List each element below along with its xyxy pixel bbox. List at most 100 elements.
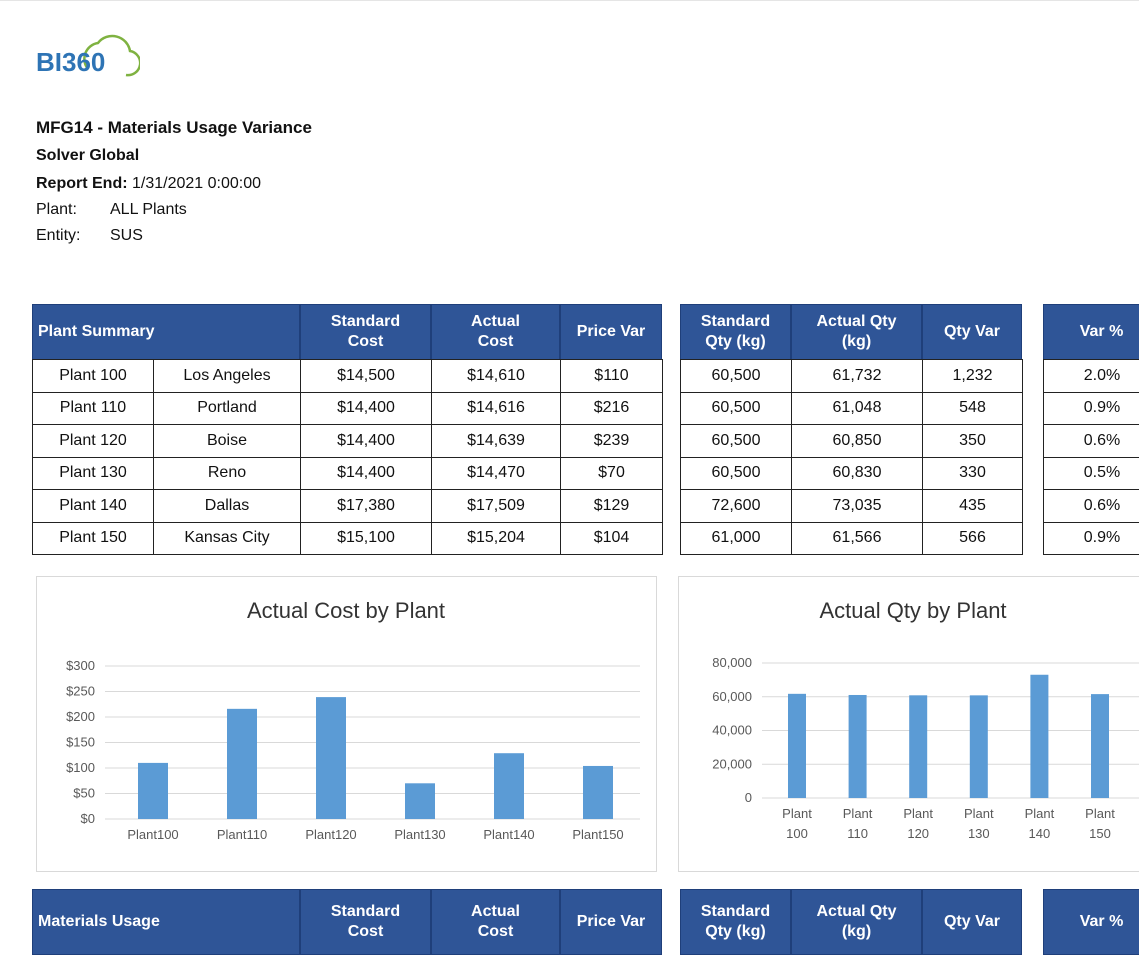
header-cell: Standard Qty (kg): [680, 889, 791, 955]
table-cell: 60,850: [791, 424, 923, 458]
cell-text: 73,035: [832, 496, 882, 514]
cell-text: Actual Qty (kg): [816, 903, 897, 940]
cell-text: Standard Cost: [330, 903, 401, 940]
table-cell: 61,566: [791, 521, 923, 555]
table-cell: Plant 100: [32, 359, 154, 393]
bar: [1091, 694, 1109, 798]
bar: [494, 753, 524, 819]
bar: [227, 708, 257, 819]
cell-text: 0.9%: [1083, 529, 1121, 547]
cell-text: 435: [959, 496, 986, 514]
table-cell: $14,400: [300, 424, 432, 458]
table-cell: $15,204: [431, 521, 561, 555]
cell-text: $14,500: [337, 366, 395, 384]
table-cell: 330: [922, 456, 1023, 490]
table-cell: $14,639: [431, 424, 561, 458]
cell-text: 566: [959, 529, 986, 547]
cell-text: Plant 140: [59, 496, 127, 514]
y-tick-label: $300: [66, 658, 95, 673]
header-cell: Actual Cost: [431, 889, 560, 955]
bar: [909, 695, 928, 798]
header-cell: Standard Cost: [300, 889, 431, 955]
table-cell: 350: [922, 424, 1023, 458]
cell-text: Plant 100: [59, 366, 127, 384]
entity-line: Entity: SUS: [36, 227, 143, 245]
cell-text: Kansas City: [184, 529, 270, 547]
cell-text: $14,400: [337, 431, 395, 449]
cell-text: $216: [593, 399, 630, 417]
header-cell: Qty Var: [922, 304, 1022, 360]
table-cell: 60,500: [680, 424, 792, 458]
bar: [138, 762, 168, 819]
cell-text: 60,830: [832, 464, 882, 482]
y-tick-label: 40,000: [712, 723, 752, 738]
table-cell: Plant 120: [32, 424, 154, 458]
table-cell: 60,500: [680, 391, 792, 425]
cell-text: Price Var: [576, 323, 646, 340]
cell-text: Var %: [1079, 323, 1124, 340]
report-title: MFG14 - Materials Usage Variance: [36, 118, 312, 137]
table-cell: Boise: [153, 424, 301, 458]
table-cell: 73,035: [791, 489, 923, 523]
y-tick-label: 60,000: [712, 689, 752, 704]
table-cell: 60,500: [680, 456, 792, 490]
report-end-label: Report End:: [36, 175, 128, 192]
cell-text: Plant 110: [59, 399, 127, 417]
company: Solver Global: [36, 147, 140, 164]
cell-text: $104: [593, 529, 630, 547]
header-cell: Standard Qty (kg): [680, 304, 791, 360]
bar: [848, 694, 867, 798]
x-tick-label: Plant130: [394, 827, 445, 842]
cell-text: Qty Var: [943, 323, 1001, 340]
cell-text: Plant 120: [59, 431, 127, 449]
y-tick-label: 20,000: [712, 756, 752, 771]
table-cell: Portland: [153, 391, 301, 425]
y-tick-label: $150: [66, 735, 95, 750]
cell-text: 61,048: [832, 399, 882, 417]
x-tick-label: Plant120: [305, 827, 356, 842]
table-cell: Los Angeles: [153, 359, 301, 393]
cell-text: $110: [594, 366, 629, 384]
y-tick-label: $200: [66, 709, 95, 724]
plant-line: Plant: ALL Plants: [36, 201, 187, 219]
x-tick-label: Plant140: [483, 827, 534, 842]
table-cell: $104: [560, 521, 663, 555]
chart-frame: [678, 576, 1139, 872]
entity-value: SUS: [110, 227, 143, 244]
cell-text: $14,400: [337, 464, 395, 482]
header-cell: Actual Cost: [431, 304, 560, 360]
x-tick-label: Plant110: [217, 827, 267, 842]
header-cell: Materials Usage: [32, 889, 300, 955]
cell-text: Standard Qty (kg): [700, 313, 771, 350]
bar: [316, 697, 346, 819]
cell-text: $17,380: [337, 496, 395, 514]
cell-text: $17,509: [467, 496, 525, 514]
header-cell: Var %: [1043, 304, 1139, 360]
y-tick-label: $100: [66, 760, 95, 775]
cell-text: Dallas: [204, 496, 250, 514]
cell-text: 72,600: [711, 496, 761, 514]
bar: [788, 693, 806, 798]
table-cell: $14,400: [300, 456, 432, 490]
table-cell: 61,732: [791, 359, 923, 393]
cell-text: Materials Usage: [38, 913, 160, 930]
cell-text: $15,204: [467, 529, 525, 547]
cell-text: 60,500: [711, 431, 761, 449]
cell-text: $14,610: [467, 366, 525, 384]
cell-text: Var %: [1079, 913, 1124, 930]
y-tick-label: $0: [81, 811, 95, 826]
table-cell: 0.9%: [1043, 391, 1139, 425]
table-cell: 0.6%: [1043, 489, 1139, 523]
cell-text: $129: [593, 496, 630, 514]
chart-frame: [36, 576, 657, 872]
table-cell: 548: [922, 391, 1023, 425]
table-cell: $110: [560, 359, 663, 393]
logo: BI360: [36, 34, 140, 77]
cell-text: 0.6%: [1083, 496, 1121, 514]
bar: [583, 765, 613, 819]
bar: [405, 783, 435, 819]
cell-text: Qty Var: [943, 913, 1001, 930]
